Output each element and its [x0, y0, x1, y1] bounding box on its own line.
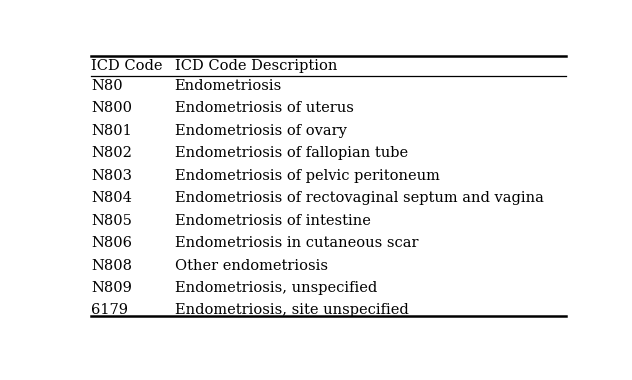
Text: N803: N803 [91, 169, 132, 183]
Text: N809: N809 [91, 281, 132, 295]
Text: Endometriosis of rectovaginal septum and vagina: Endometriosis of rectovaginal septum and… [174, 191, 544, 205]
Text: N801: N801 [91, 124, 132, 138]
Text: Other endometriosis: Other endometriosis [174, 258, 327, 272]
Text: Endometriosis of ovary: Endometriosis of ovary [174, 124, 346, 138]
Text: Endometriosis, unspecified: Endometriosis, unspecified [174, 281, 377, 295]
Text: 6179: 6179 [91, 303, 128, 317]
Text: N802: N802 [91, 146, 132, 160]
Text: N80: N80 [91, 79, 123, 93]
Text: ICD Code: ICD Code [91, 59, 163, 73]
Text: N806: N806 [91, 236, 132, 250]
Text: Endometriosis of intestine: Endometriosis of intestine [174, 214, 370, 228]
Text: ICD Code Description: ICD Code Description [174, 59, 337, 73]
Text: N800: N800 [91, 101, 132, 116]
Text: Endometriosis of uterus: Endometriosis of uterus [174, 101, 353, 116]
Text: Endometriosis: Endometriosis [174, 79, 282, 93]
Text: Endometriosis of pelvic peritoneum: Endometriosis of pelvic peritoneum [174, 169, 439, 183]
Text: Endometriosis, site unspecified: Endometriosis, site unspecified [174, 303, 408, 317]
Text: N804: N804 [91, 191, 132, 205]
Text: Endometriosis of fallopian tube: Endometriosis of fallopian tube [174, 146, 408, 160]
Text: N808: N808 [91, 258, 132, 272]
Text: N805: N805 [91, 214, 132, 228]
Text: Endometriosis in cutaneous scar: Endometriosis in cutaneous scar [174, 236, 418, 250]
